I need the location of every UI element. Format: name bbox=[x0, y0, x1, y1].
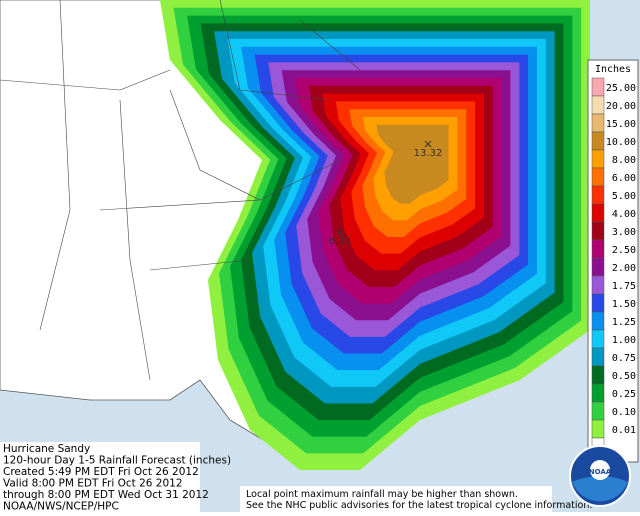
notice: Local point maximum rainfall may be high… bbox=[246, 489, 592, 511]
legend-label: 0.10 bbox=[612, 407, 636, 418]
legend-swatch bbox=[591, 203, 605, 223]
legend-swatch bbox=[591, 419, 605, 439]
caption-box bbox=[0, 442, 200, 512]
legend-swatch bbox=[591, 77, 605, 97]
logo-bird bbox=[590, 460, 610, 480]
legend-swatch bbox=[591, 311, 605, 331]
legend-swatch bbox=[591, 167, 605, 187]
legend-label: 10.00 bbox=[606, 137, 636, 148]
legend-swatch bbox=[591, 293, 605, 313]
legend-label: 0.75 bbox=[612, 353, 636, 364]
caption-line: through 8:00 PM EDT Wed Oct 31 2012 bbox=[3, 489, 209, 501]
legend-label: 1.75 bbox=[612, 281, 636, 292]
max-label: 13.32 bbox=[414, 148, 443, 159]
legend-swatch bbox=[591, 365, 605, 385]
legend-swatch bbox=[591, 185, 605, 205]
legend-label: 4.00 bbox=[612, 209, 636, 220]
legend-swatch bbox=[591, 275, 605, 295]
legend-swatch bbox=[591, 347, 605, 367]
legend-label: 0.25 bbox=[612, 389, 636, 400]
caption-line: Valid 8:00 PM EDT Fri Oct 26 2012 bbox=[3, 478, 183, 490]
rain-bands bbox=[160, 0, 590, 470]
legend-swatch bbox=[591, 149, 605, 169]
legend-label: 1.50 bbox=[612, 299, 636, 310]
legend-label: 6.00 bbox=[612, 173, 636, 184]
legend-label: 15.00 bbox=[606, 119, 636, 130]
legend-swatch bbox=[591, 131, 605, 151]
caption-line: NOAA/NWS/NCEP/HPC bbox=[3, 501, 119, 513]
legend-label: 2.50 bbox=[612, 245, 636, 256]
legend-title: Inches bbox=[595, 64, 631, 75]
max-label: 6.73 bbox=[329, 236, 351, 247]
rain-band bbox=[376, 124, 449, 204]
state-borders bbox=[0, 0, 361, 381]
legend-swatch bbox=[591, 95, 605, 115]
legend-label: 1.25 bbox=[612, 317, 636, 328]
legend-label: 0.01 bbox=[612, 425, 636, 436]
legend-swatch bbox=[591, 401, 605, 421]
max-marker bbox=[424, 140, 432, 148]
legend-swatch bbox=[591, 113, 605, 133]
legend-label: 2.00 bbox=[612, 263, 636, 274]
legend-swatch bbox=[591, 383, 605, 403]
caption-line: 120-hour Day 1-5 Rainfall Forecast (inch… bbox=[3, 455, 231, 467]
legend-label: 25.00 bbox=[606, 83, 636, 94]
noaa-logo: NOAA bbox=[569, 445, 631, 507]
maxima-markers: 13.32 6.73 bbox=[329, 140, 443, 247]
caption-line: Hurricane Sandy bbox=[3, 443, 90, 455]
legend-label: 1.00 bbox=[612, 335, 636, 346]
legend-swatch bbox=[591, 239, 605, 259]
legend-swatch bbox=[591, 221, 605, 241]
notice-line: Local point maximum rainfall may be high… bbox=[246, 489, 518, 500]
legend-label: 5.00 bbox=[612, 191, 636, 202]
legend-swatch bbox=[591, 257, 605, 277]
legend-label: 3.00 bbox=[612, 227, 636, 238]
legend: Inches 25.00 20.00 15.00 10.00 8.00 6.00 5.00 4… bbox=[587, 59, 639, 463]
notice-box bbox=[240, 486, 552, 512]
legend-label: 20.00 bbox=[606, 101, 636, 112]
legend-swatch bbox=[591, 329, 605, 349]
logo-wave bbox=[572, 476, 628, 502]
legend-label: 0.50 bbox=[612, 371, 636, 382]
caption-line: Created 5:49 PM EDT Fri Oct 26 2012 bbox=[3, 466, 199, 478]
max-marker bbox=[336, 228, 344, 236]
notice-line: See the NHC public advisories for the la… bbox=[246, 500, 592, 511]
legend-label: 8.00 bbox=[612, 155, 636, 166]
logo-text: NOAA bbox=[589, 468, 612, 476]
